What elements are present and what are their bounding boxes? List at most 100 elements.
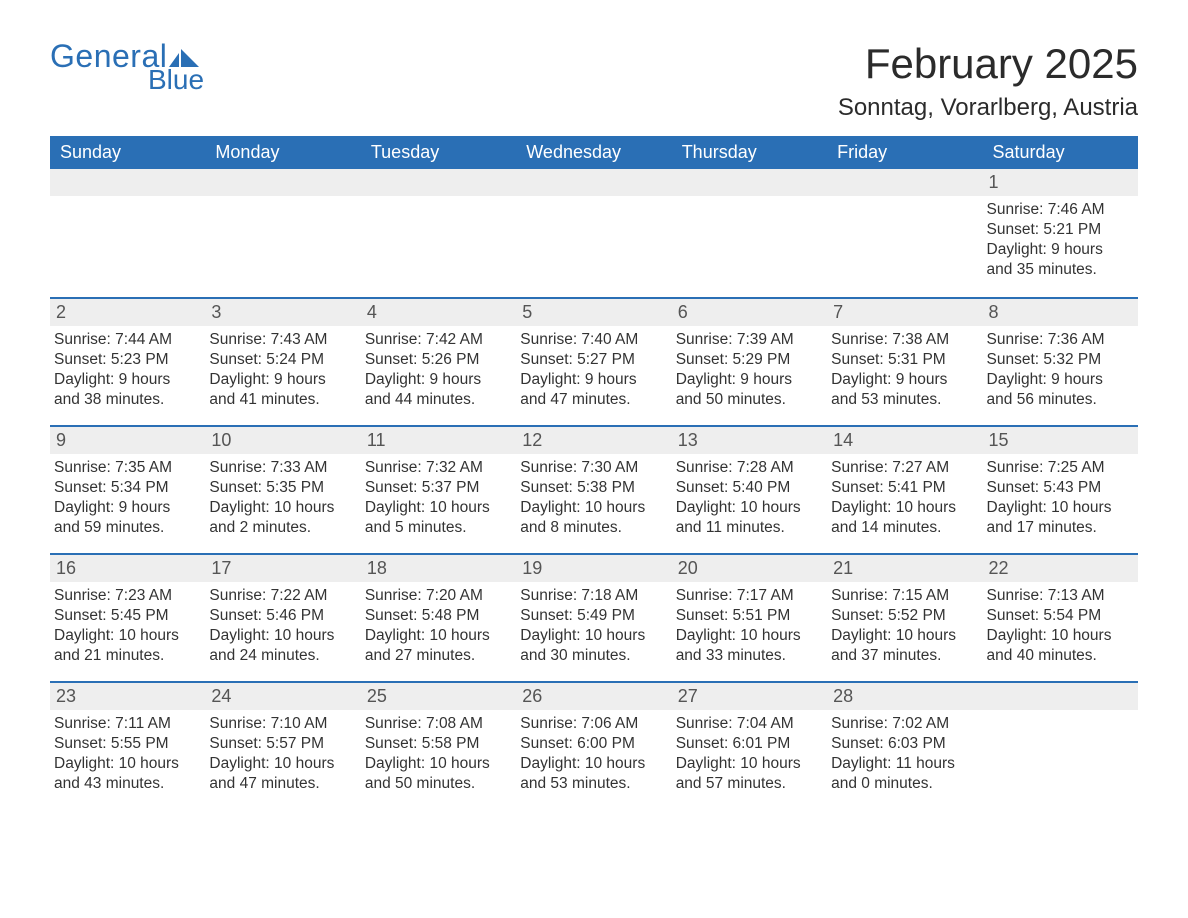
sunrise-text: Sunrise: 7:43 AM [209,330,352,350]
day-number: 7 [827,299,982,326]
day-number [361,169,516,196]
calendar-day: 5Sunrise: 7:40 AMSunset: 5:27 PMDaylight… [516,299,671,425]
day-number: 19 [516,555,671,582]
calendar-day [672,169,827,297]
sunset-text: Sunset: 5:38 PM [520,478,663,498]
daylight-text: Daylight: 10 hours and 24 minutes. [209,626,352,666]
day-number: 18 [361,555,516,582]
sunrise-text: Sunrise: 7:22 AM [209,586,352,606]
title-block: February 2025 Sonntag, Vorarlberg, Austr… [838,40,1138,122]
sunset-text: Sunset: 5:26 PM [365,350,508,370]
day-number [516,169,671,196]
sunset-text: Sunset: 5:43 PM [987,478,1130,498]
sunset-text: Sunset: 5:58 PM [365,734,508,754]
daylight-text: Daylight: 9 hours and 41 minutes. [209,370,352,410]
calendar-week: 23Sunrise: 7:11 AMSunset: 5:55 PMDayligh… [50,681,1138,809]
calendar-day [50,169,205,297]
sunset-text: Sunset: 5:23 PM [54,350,197,370]
sunset-text: Sunset: 5:41 PM [831,478,974,498]
daylight-text: Daylight: 9 hours and 59 minutes. [54,498,197,538]
sunrise-text: Sunrise: 7:27 AM [831,458,974,478]
weekday-header-row: Sunday Monday Tuesday Wednesday Thursday… [50,136,1138,169]
weekday-header: Saturday [983,136,1138,169]
calendar-day: 27Sunrise: 7:04 AMSunset: 6:01 PMDayligh… [672,683,827,809]
calendar-week: 2Sunrise: 7:44 AMSunset: 5:23 PMDaylight… [50,297,1138,425]
calendar-day: 25Sunrise: 7:08 AMSunset: 5:58 PMDayligh… [361,683,516,809]
sunrise-text: Sunrise: 7:32 AM [365,458,508,478]
day-number [827,169,982,196]
daylight-text: Daylight: 10 hours and 53 minutes. [520,754,663,794]
calendar: Sunday Monday Tuesday Wednesday Thursday… [50,136,1138,809]
weeks-container: 1Sunrise: 7:46 AMSunset: 5:21 PMDaylight… [50,169,1138,809]
sunrise-text: Sunrise: 7:17 AM [676,586,819,606]
day-number [983,683,1138,710]
calendar-week: 9Sunrise: 7:35 AMSunset: 5:34 PMDaylight… [50,425,1138,553]
calendar-day: 28Sunrise: 7:02 AMSunset: 6:03 PMDayligh… [827,683,982,809]
calendar-day: 24Sunrise: 7:10 AMSunset: 5:57 PMDayligh… [205,683,360,809]
calendar-day: 17Sunrise: 7:22 AMSunset: 5:46 PMDayligh… [205,555,360,681]
sunset-text: Sunset: 5:48 PM [365,606,508,626]
calendar-week: 1Sunrise: 7:46 AMSunset: 5:21 PMDaylight… [50,169,1138,297]
sunset-text: Sunset: 5:51 PM [676,606,819,626]
day-number: 6 [672,299,827,326]
calendar-day [983,683,1138,809]
page-header: General Blue February 2025 Sonntag, Vora… [50,40,1138,122]
day-number: 24 [205,683,360,710]
calendar-day [205,169,360,297]
day-number: 15 [983,427,1138,454]
sunset-text: Sunset: 5:24 PM [209,350,352,370]
sunrise-text: Sunrise: 7:04 AM [676,714,819,734]
daylight-text: Daylight: 9 hours and 44 minutes. [365,370,508,410]
daylight-text: Daylight: 10 hours and 11 minutes. [676,498,819,538]
sunset-text: Sunset: 5:34 PM [54,478,197,498]
calendar-day: 15Sunrise: 7:25 AMSunset: 5:43 PMDayligh… [983,427,1138,553]
sunset-text: Sunset: 5:37 PM [365,478,508,498]
daylight-text: Daylight: 9 hours and 35 minutes. [987,240,1130,280]
day-number: 21 [827,555,982,582]
sunrise-text: Sunrise: 7:36 AM [987,330,1130,350]
calendar-day: 22Sunrise: 7:13 AMSunset: 5:54 PMDayligh… [983,555,1138,681]
sunrise-text: Sunrise: 7:06 AM [520,714,663,734]
calendar-week: 16Sunrise: 7:23 AMSunset: 5:45 PMDayligh… [50,553,1138,681]
calendar-day: 7Sunrise: 7:38 AMSunset: 5:31 PMDaylight… [827,299,982,425]
daylight-text: Daylight: 10 hours and 8 minutes. [520,498,663,538]
calendar-day: 3Sunrise: 7:43 AMSunset: 5:24 PMDaylight… [205,299,360,425]
day-number: 26 [516,683,671,710]
sunrise-text: Sunrise: 7:13 AM [987,586,1130,606]
daylight-text: Daylight: 10 hours and 40 minutes. [987,626,1130,666]
day-number: 11 [361,427,516,454]
sunset-text: Sunset: 5:29 PM [676,350,819,370]
daylight-text: Daylight: 11 hours and 0 minutes. [831,754,974,794]
sunset-text: Sunset: 6:03 PM [831,734,974,754]
day-number: 23 [50,683,205,710]
sunrise-text: Sunrise: 7:20 AM [365,586,508,606]
daylight-text: Daylight: 10 hours and 43 minutes. [54,754,197,794]
sunrise-text: Sunrise: 7:28 AM [676,458,819,478]
weekday-header: Friday [827,136,982,169]
sunrise-text: Sunrise: 7:38 AM [831,330,974,350]
calendar-day: 6Sunrise: 7:39 AMSunset: 5:29 PMDaylight… [672,299,827,425]
day-number: 14 [827,427,982,454]
calendar-day: 11 Sunrise: 7:32 AMSunset: 5:37 PMDayligh… [361,427,516,553]
daylight-text: Daylight: 9 hours and 47 minutes. [520,370,663,410]
sunrise-text: Sunrise: 7:42 AM [365,330,508,350]
daylight-text: Daylight: 10 hours and 30 minutes. [520,626,663,666]
calendar-day: 16Sunrise: 7:23 AMSunset: 5:45 PMDayligh… [50,555,205,681]
calendar-day: 1Sunrise: 7:46 AMSunset: 5:21 PMDaylight… [983,169,1138,297]
calendar-day: 14Sunrise: 7:27 AMSunset: 5:41 PMDayligh… [827,427,982,553]
sunrise-text: Sunrise: 7:18 AM [520,586,663,606]
daylight-text: Daylight: 9 hours and 50 minutes. [676,370,819,410]
sunset-text: Sunset: 5:35 PM [209,478,352,498]
daylight-text: Daylight: 10 hours and 37 minutes. [831,626,974,666]
day-number: 10 [205,427,360,454]
day-number [50,169,205,196]
sunset-text: Sunset: 5:21 PM [987,220,1130,240]
calendar-day: 4Sunrise: 7:42 AMSunset: 5:26 PMDaylight… [361,299,516,425]
daylight-text: Daylight: 10 hours and 5 minutes. [365,498,508,538]
day-number: 22 [983,555,1138,582]
sunrise-text: Sunrise: 7:08 AM [365,714,508,734]
sunrise-text: Sunrise: 7:15 AM [831,586,974,606]
calendar-day: 18Sunrise: 7:20 AMSunset: 5:48 PMDayligh… [361,555,516,681]
day-number: 16 [50,555,205,582]
daylight-text: Daylight: 10 hours and 21 minutes. [54,626,197,666]
